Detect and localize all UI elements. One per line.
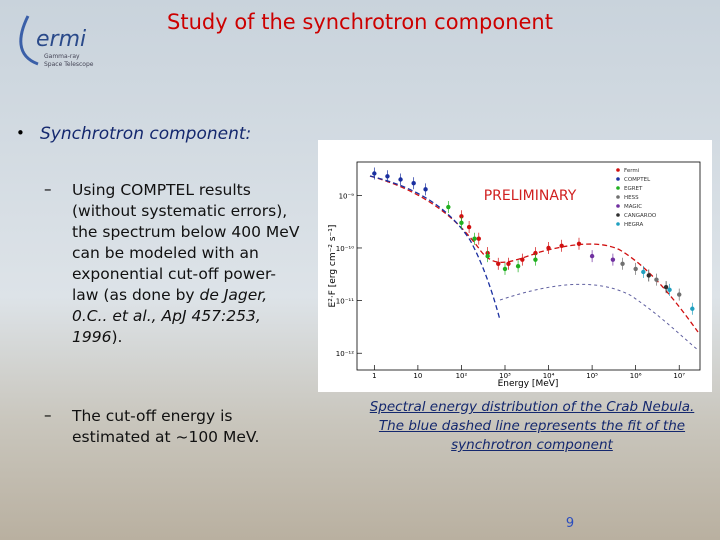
legend-label: HEGRA: [624, 222, 643, 228]
model-curve-low: [499, 283, 699, 351]
logo-text: Space Telescope: [44, 61, 94, 68]
data-point: [620, 261, 625, 267]
page-number: 9: [565, 516, 575, 531]
y-axis-title: E²·F [erg cm⁻² s⁻¹]: [328, 225, 338, 308]
x-tick-label: 10⁵: [586, 372, 598, 380]
sub-bullet: The cut-off energy is estimated at ~100 …: [72, 406, 312, 448]
data-point: [533, 257, 538, 262]
slide-title: Study of the synchrotron component: [167, 10, 553, 34]
legend-marker: [616, 204, 620, 208]
data-point: [663, 284, 669, 290]
data-point: [446, 204, 451, 210]
x-tick-label: 10⁴: [543, 372, 555, 380]
data-point: [506, 261, 511, 267]
caption: Spectral energy distribution of the Crab…: [369, 399, 695, 453]
data-point: [646, 273, 651, 278]
data-point: [476, 236, 481, 241]
x-tick-label: 10: [413, 372, 422, 380]
data-point: [372, 171, 377, 176]
legend-label: COMPTEL: [624, 177, 651, 183]
x-axis-title: Energy [MeV]: [498, 379, 559, 389]
y-tick-label: 10⁻¹¹: [336, 298, 354, 306]
data-point: [677, 292, 682, 297]
legend-marker: [616, 213, 620, 217]
legend-label: MAGIC: [624, 204, 642, 210]
x-tick-label: 10³: [499, 372, 511, 380]
y-tick-label: 10⁻¹²: [336, 350, 354, 358]
text-run: ).: [111, 328, 123, 346]
data-point: [423, 187, 428, 192]
svg-text:ermi: ermi: [36, 27, 86, 52]
data-point: [459, 220, 464, 226]
sub-bullet: Using COMPTEL results (without systemati…: [72, 180, 302, 348]
data-point: [667, 287, 672, 293]
data-point: [496, 261, 501, 267]
legend-marker: [616, 168, 620, 172]
data-point: [641, 269, 646, 275]
data-point: [459, 214, 464, 219]
legend-label: Fermi: [624, 168, 640, 174]
text-run: Using COMPTEL results (without systemati…: [72, 181, 300, 304]
dash: –: [44, 406, 52, 424]
data-point: [398, 177, 403, 182]
bullet-marker: •: [16, 124, 25, 142]
annotation: PRELIMINARY: [484, 188, 577, 204]
citation: de Jager, 0.C.. et al., ApJ 457:253, 199…: [72, 286, 268, 346]
bullet: Synchrotron component:: [40, 124, 252, 144]
figure-background: [318, 140, 712, 392]
data-point: [559, 243, 564, 248]
data-point: [411, 181, 416, 186]
legend-label: HESS: [624, 195, 639, 201]
logo-text: Gamma-ray: [44, 53, 80, 60]
data-point: [690, 306, 695, 311]
data-point: [546, 245, 551, 251]
logo: ermi Gamma-ray Space Telescope: [19, 15, 94, 68]
dash: –: [44, 180, 52, 198]
data-point: [576, 241, 582, 246]
synchrotron-fit: [369, 175, 501, 321]
legend-marker: [616, 186, 620, 190]
data-point: [466, 224, 472, 230]
x-tick-label: 10⁷: [673, 372, 685, 380]
data-point: [485, 253, 490, 259]
data-point: [633, 266, 638, 272]
legend-marker: [616, 222, 620, 226]
x-tick-label: 10⁶: [630, 372, 642, 380]
text-run: The cut-off energy is estimated at ~100 …: [72, 407, 260, 446]
y-tick-label: 10⁻⁹: [339, 192, 355, 200]
legend-marker: [616, 177, 620, 181]
x-tick-label: 1: [372, 372, 376, 380]
data-point: [502, 266, 508, 272]
x-tick-label: 10²: [456, 372, 468, 380]
data-point: [515, 264, 521, 269]
data-point: [533, 250, 538, 256]
model-curve: [369, 175, 699, 333]
data-point: [472, 236, 477, 241]
legend-label: CANGAROO: [624, 213, 657, 219]
data-point: [589, 253, 595, 259]
data-point: [654, 277, 659, 282]
legend-marker: [616, 195, 620, 199]
data-point: [520, 257, 525, 262]
y-tick-label: 10⁻¹⁰: [336, 245, 354, 253]
data-point: [610, 257, 616, 262]
data-point: [385, 174, 390, 179]
legend-label: EGRET: [624, 186, 643, 192]
plot-frame: [356, 161, 701, 371]
